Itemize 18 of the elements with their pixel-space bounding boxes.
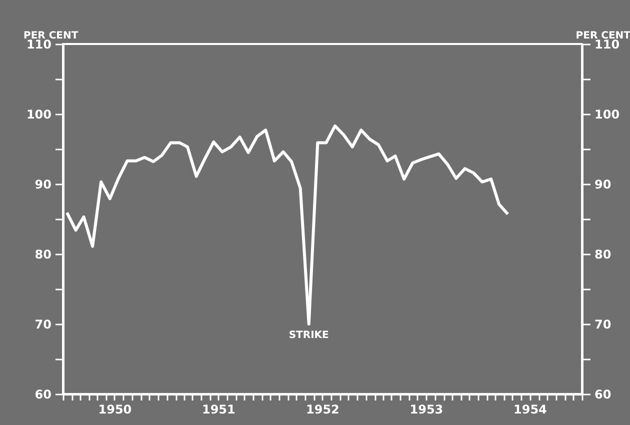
- x-tick-label: 1952: [306, 402, 340, 416]
- y2-tick-label: 90: [594, 178, 612, 192]
- y-tick-label: 110: [26, 38, 52, 52]
- x-tick-label: 1954: [514, 402, 547, 416]
- y2-tick-label: 60: [594, 388, 612, 402]
- y-tick-label: 70: [34, 318, 52, 332]
- y-tick-label: 100: [26, 108, 52, 122]
- y2-tick-label: 110: [594, 38, 620, 52]
- y-tick-label: 60: [34, 388, 52, 402]
- y-tick-label: 90: [34, 178, 52, 192]
- y2-tick-label: 80: [594, 248, 612, 262]
- y2-tick-label: 70: [594, 318, 612, 332]
- x-tick-label: 1950: [98, 402, 132, 416]
- y-tick-label: 80: [34, 248, 52, 262]
- x-tick-label: 1951: [202, 402, 236, 416]
- annotation: STRIKE: [288, 330, 330, 341]
- y2-tick-label: 100: [594, 108, 620, 122]
- x-tick-label: 1953: [410, 402, 444, 416]
